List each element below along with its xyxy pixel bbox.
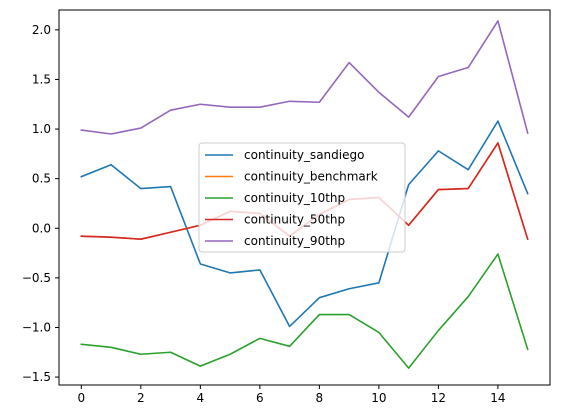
x-tick-label: 12 <box>431 391 446 405</box>
y-tick-label: 0.0 <box>32 221 51 235</box>
y-tick-label: 1.5 <box>32 72 51 86</box>
legend-label-continuity_50thp: continuity_50thp <box>244 213 345 227</box>
y-tick-label: −1.0 <box>22 320 51 334</box>
y-tick-label: 1.0 <box>32 122 51 136</box>
x-tick-label: 0 <box>77 391 85 405</box>
y-tick-label: 2.0 <box>32 23 51 37</box>
series-line-continuity_10thp <box>80 253 529 369</box>
legend-label-continuity_sandiego: continuity_sandiego <box>244 148 364 162</box>
x-tick-label: 14 <box>490 391 505 405</box>
legend: continuity_sandiego continuity_benchmarkc… <box>198 142 406 253</box>
legend-label-continuity_10thp: continuity_10thp <box>244 191 345 205</box>
x-tick-label: 2 <box>137 391 145 405</box>
axes-frame <box>58 9 551 386</box>
series-line-continuity_sandiego <box>80 120 529 328</box>
series-line-continuity_90thp <box>80 20 529 135</box>
x-tick-label: 4 <box>197 391 205 405</box>
x-axis: 0 2 4 6 8 10 12 14 <box>77 385 506 405</box>
x-tick-label: 6 <box>256 391 264 405</box>
x-tick-label: 10 <box>371 391 386 405</box>
legend-label-continuity_90thp: continuity_90thp <box>244 234 345 248</box>
x-tick-label: 8 <box>316 391 324 405</box>
legend-box <box>198 142 406 253</box>
y-tick-label: −0.5 <box>22 271 51 285</box>
y-tick-label: −1.5 <box>22 370 51 384</box>
y-axis: −1.5 −1.0 −0.5 0.0 0.5 1.0 1.5 2.0 <box>22 23 59 384</box>
legend-label-continuity_benchmark: continuity_benchmark <box>244 170 378 184</box>
y-tick-label: 0.5 <box>32 172 51 186</box>
